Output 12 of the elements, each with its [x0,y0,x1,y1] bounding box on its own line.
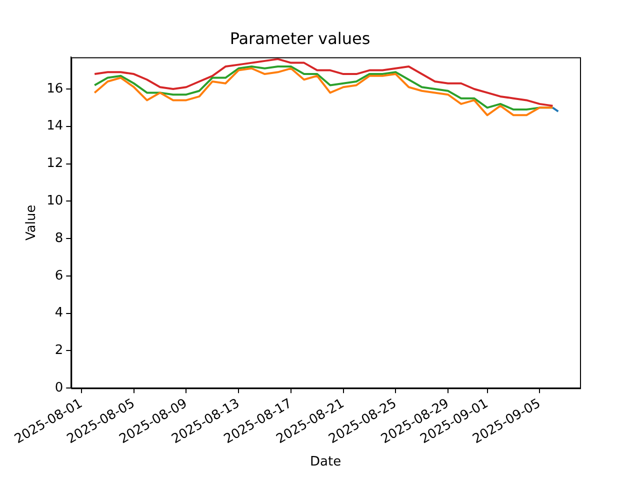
y-tick-label: 2 [54,343,64,358]
y-tick-label: 6 [54,268,64,284]
y-tick-label: 16 [46,81,64,96]
y-tick-label: 14 [46,118,64,134]
chart-title: Parameter values [230,28,370,48]
y-axis-title: Value [24,204,40,241]
y-tick-label: 0 [54,380,64,396]
y-tick-label: 8 [54,230,64,246]
x-axis-title: Date [310,454,342,470]
y-tick-label: 4 [54,306,64,321]
y-tick-label: 10 [46,194,64,209]
y-tick-label: 12 [46,156,64,172]
